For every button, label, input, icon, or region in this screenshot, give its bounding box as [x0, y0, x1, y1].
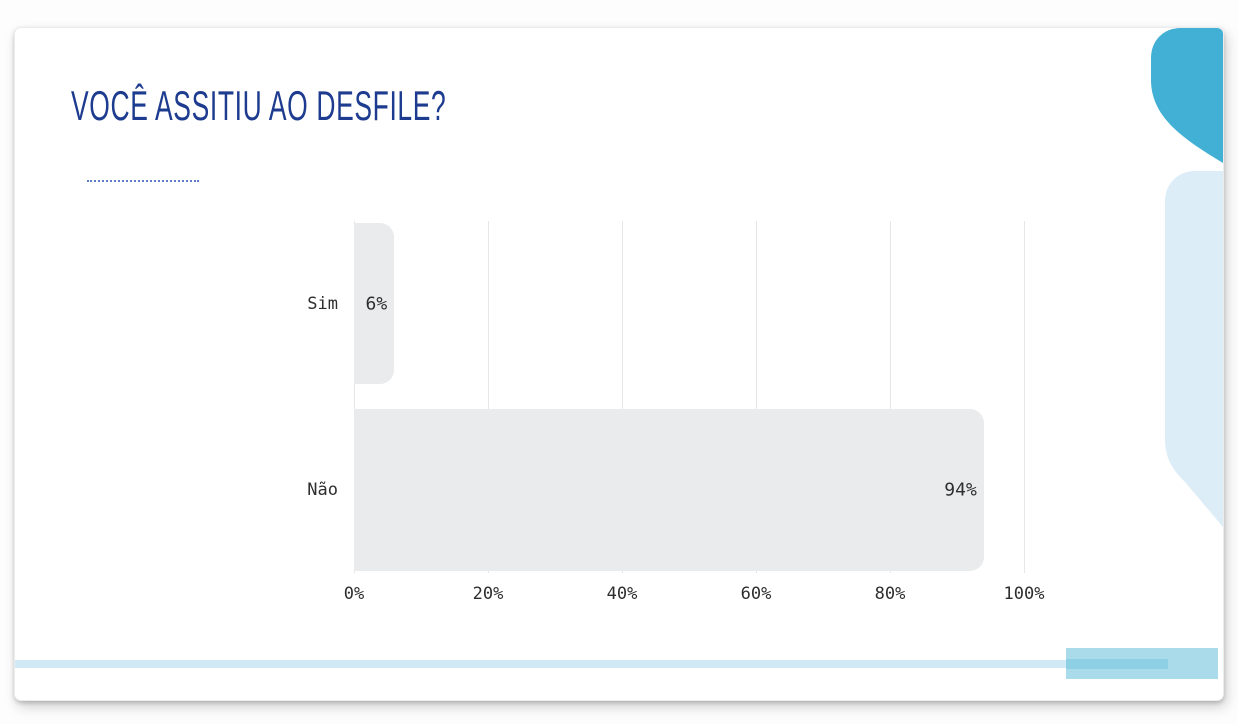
gridline-100% — [1024, 221, 1025, 573]
gridline-0% — [354, 221, 355, 573]
footer-strip — [15, 660, 1218, 668]
x-tick-label: 100% — [1003, 584, 1045, 604]
gridline-60% — [756, 221, 757, 573]
x-tick-label: 0% — [343, 584, 365, 604]
category-label-sim: Sim — [307, 293, 338, 314]
value-label-não: 94% — [944, 479, 977, 501]
bar-sim: 6% — [354, 223, 395, 384]
x-tick-label: 20% — [472, 584, 504, 604]
x-tick-label: 80% — [874, 584, 906, 604]
slide-card: VOCÊ ASSITIU AO DESFILE? 6% Sim 94% Não 0% 2… — [14, 27, 1224, 701]
gridline-40% — [622, 221, 623, 573]
teal-petal-shape — [1151, 28, 1223, 163]
chart-x-axis: 0% 20% 40% 60% 80% 100% — [344, 584, 1045, 606]
x-tick-label: 60% — [740, 584, 772, 604]
x-tick-label: 40% — [606, 584, 638, 604]
gridline-20% — [488, 221, 489, 573]
footer-accent-stripe — [1066, 659, 1168, 669]
dotted-divider — [87, 180, 199, 182]
chart-plot-area: 6% Sim 94% Não — [307, 221, 1025, 573]
slide-title: VOCÊ ASSITIU AO DESFILE? — [71, 82, 447, 129]
value-label-sim: 6% — [365, 293, 388, 314]
bar-não: 94% — [354, 409, 984, 571]
gridline-80% — [890, 221, 891, 573]
lightblue-panel-shape — [1165, 171, 1223, 527]
category-label-não: Não — [307, 480, 338, 500]
